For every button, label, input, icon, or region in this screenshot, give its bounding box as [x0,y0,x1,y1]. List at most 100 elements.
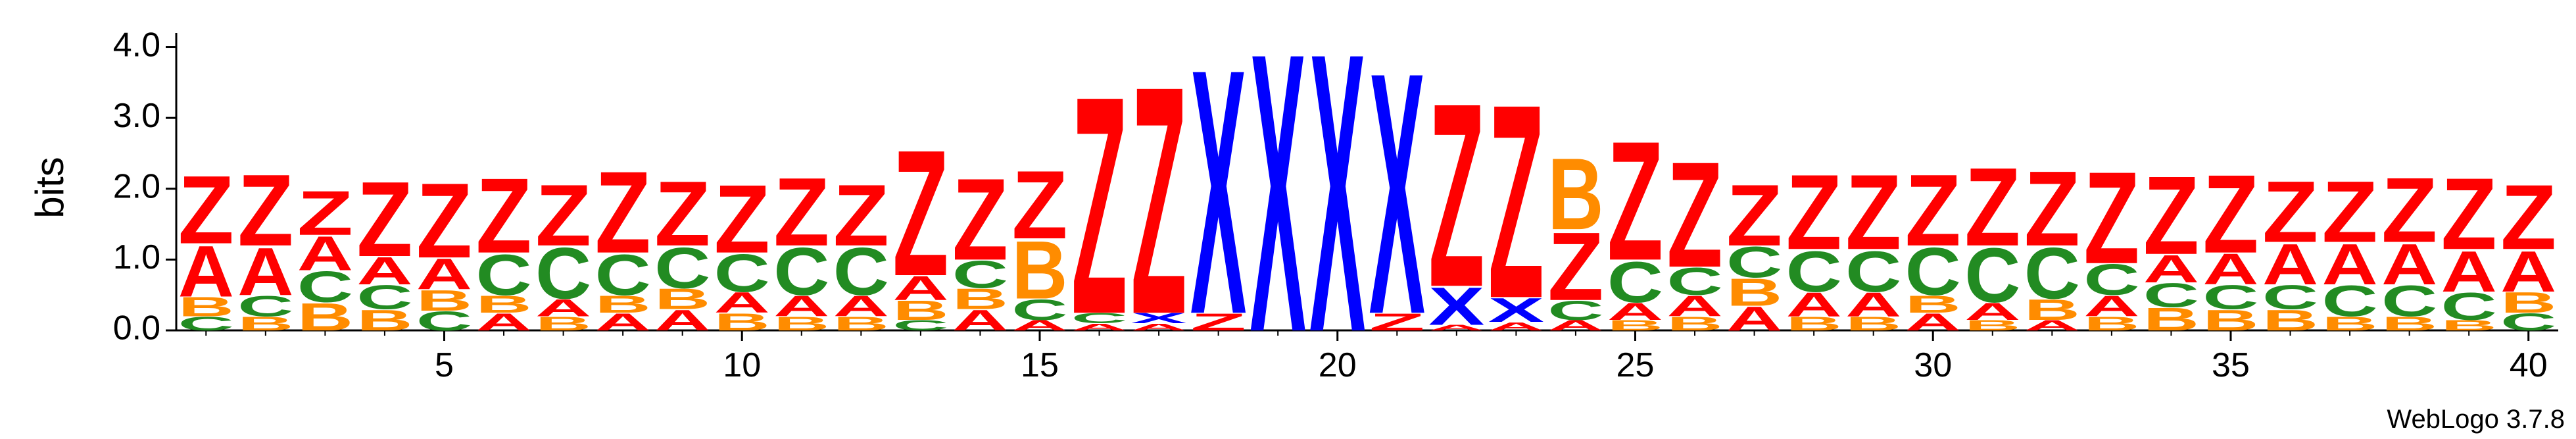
logo-letter: Z [714,165,770,274]
y-tick-label: 0.0 [113,309,160,348]
logo-letter: Z [892,113,948,313]
logo-letter: A [2202,245,2258,294]
logo-letter: C [237,290,293,323]
logo-letter: Z [1488,47,1544,356]
logo-letter: Z [297,178,353,249]
logo-letter: B [2381,313,2437,335]
logo-letter: A [178,231,234,313]
logo-letter: X [1131,310,1187,326]
logo-letter: C [1607,250,1663,315]
logo-letter: B [1726,271,1782,314]
logo-letter: Z [1011,151,1067,259]
logo-letter: Z [1190,309,1246,336]
logo-letter: C [297,263,353,311]
logo-letter: Z [1964,144,2020,269]
logo-letter: B [1845,313,1901,335]
logo-letter: Z [2381,158,2437,262]
logo-letter: Z [1369,309,1425,336]
logo-letter: B [2322,313,2378,335]
logo-letter: C [595,243,651,308]
logo-letter: Z [237,154,293,268]
logo-letter: B [2083,313,2139,335]
logo-letter: B [2143,301,2199,338]
logo-letter: B [773,313,829,335]
logo-letter: Z [1131,18,1187,382]
logo-letter: Z [773,158,829,267]
logo-letter: A [1488,320,1544,333]
logo-letter: Z [1071,32,1127,379]
logo-letter: C [2381,277,2437,326]
logo-letter: X [1309,0,1366,415]
x-tick-label: 40 [2510,346,2548,384]
logo-letter: Z [2202,151,2258,276]
logo-letter: C [1071,310,1127,326]
logo-letter: A [1964,297,2020,324]
logo-letter: A [1666,290,1722,323]
logo-letter: A [833,290,889,323]
logo-letter: C [2441,285,2497,328]
y-tick-label: 4.0 [113,26,160,64]
logo-letter: B [297,296,353,339]
logo-letter: C [1845,240,1901,305]
logo-letter: A [2322,232,2378,297]
logo-letter: A [356,249,412,293]
logo-letter: B [535,313,591,335]
x-tick-label: 20 [1319,346,1357,384]
logo-letter: B [833,313,889,335]
logo-letter: Z [1786,153,1842,272]
logo-letter: A [2262,232,2318,297]
logo-letter: C [356,279,412,317]
logo-letter: Z [2024,149,2080,269]
logo-letter: B [356,304,412,337]
logo-letter: C [952,253,1008,296]
logo-letter: C [1547,295,1603,325]
y-tick-label: 1.0 [113,238,160,276]
logo-letter: A [714,286,770,319]
logo-letter: Z [1607,105,1663,296]
logo-letter: A [2500,240,2556,305]
logo-letter: Z [2441,157,2497,271]
logo-letter: A [2024,317,2080,334]
logo-letter: C [416,306,472,336]
logo-letter: B [714,309,770,336]
y-axis-label: bits [28,157,72,218]
logo-letter: Z [2322,163,2378,260]
logo-letter: Z [952,154,1008,284]
logo-letter: B [1786,313,1842,335]
logo-letter: B [2202,304,2258,337]
logo-letter: A [654,304,710,337]
logo-letter: A [1786,286,1842,323]
logo-letter: C [1905,234,1961,310]
logo-letter: B [475,291,531,318]
logo-letter: A [1011,317,1067,334]
logo-letter: A [1428,323,1484,332]
logo-letter: X [1190,0,1247,387]
x-tick-label: 30 [1914,346,1952,384]
logo-letter: C [654,236,710,301]
logo-letter: B [1905,291,1961,318]
logo-letter: C [1726,238,1782,287]
logo-letter: B [2500,286,2556,319]
logo-letter: Z [654,161,710,265]
logo-letter: B [1964,317,2020,334]
logo-letter: C [1666,260,1722,303]
logo-letter: Z [178,156,234,265]
logo-letter: B [178,292,234,322]
logo-letter: Z [1547,213,1603,321]
logo-letter: B [2024,294,2080,326]
x-tick-label: 5 [435,346,454,384]
logo-letter: Z [356,160,412,279]
logo-letter: A [952,304,1008,337]
logo-letter: C [2262,279,2318,317]
logo-letter: C [2143,277,2199,315]
logo-letter: A [475,309,531,336]
logo-letter: B [2262,304,2318,337]
logo-letter: X [1488,291,1544,329]
logo-letter: C [2500,309,2556,336]
logo-letter: Z [1845,153,1901,272]
logo-letter: Z [2500,165,2556,269]
logo-letter: X [1250,0,1307,415]
logo-letter: B [237,313,293,335]
logo-letter: A [1131,322,1187,333]
logo-letter: B [654,282,710,315]
